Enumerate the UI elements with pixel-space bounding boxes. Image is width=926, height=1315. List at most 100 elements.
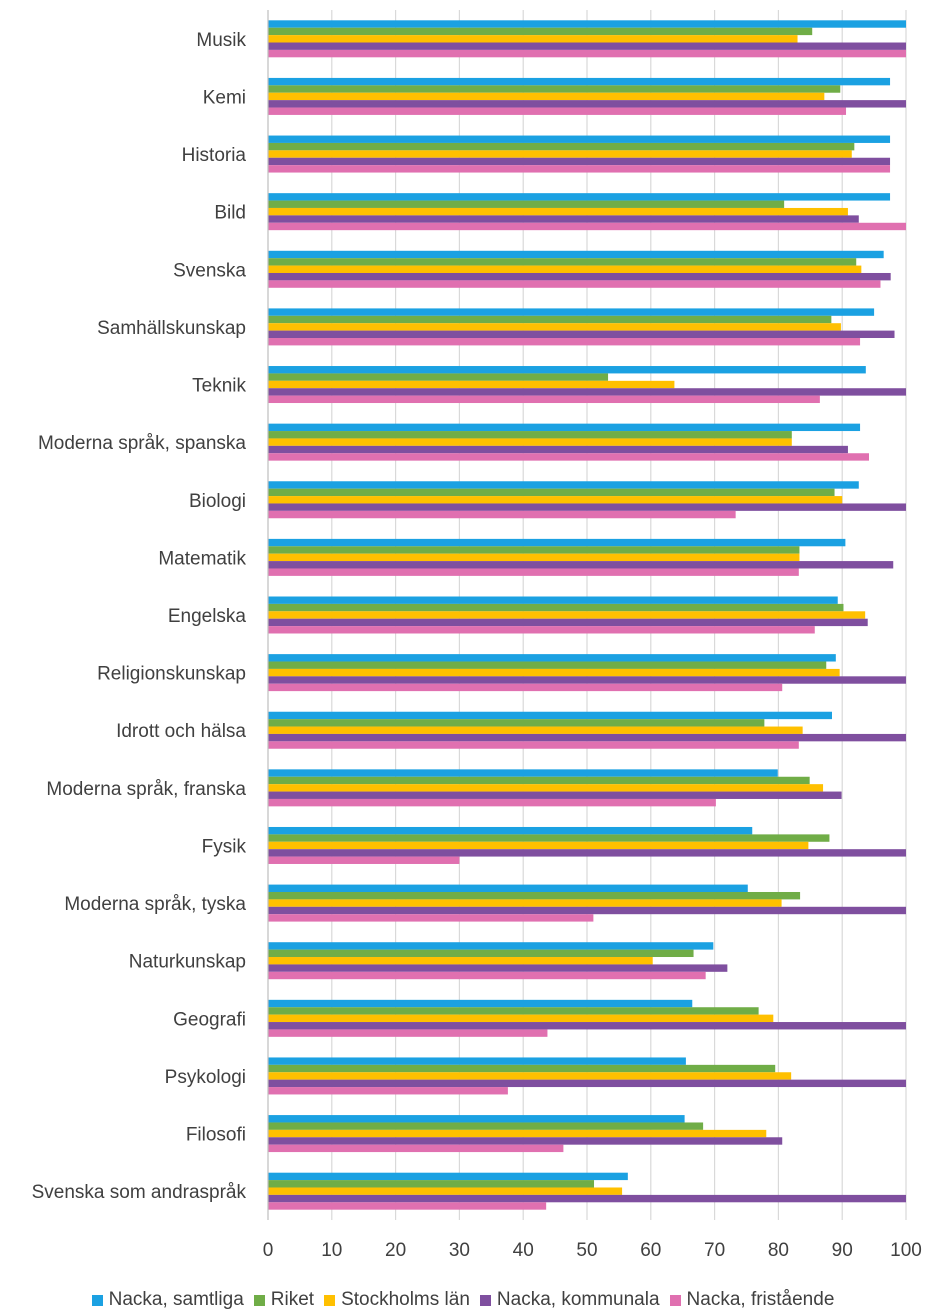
category-label: Historia [182,145,247,166]
bar [268,1029,548,1037]
x-tick-label: 50 [576,1240,597,1261]
legend-label: Riket [270,1289,315,1310]
bar [268,769,778,777]
category-label: Fysik [202,836,247,857]
category-label: Matematik [158,548,246,569]
bar [268,1115,685,1123]
x-tick-label: 100 [890,1240,922,1261]
bar [268,315,832,324]
category-label: Religionskunskap [97,664,246,685]
legend-swatch [479,1294,491,1306]
bar [268,1180,595,1188]
legend-swatch [253,1294,265,1306]
legend-label: Nacka, kommunala [496,1289,660,1310]
legend-swatch [669,1294,681,1306]
bar [268,618,868,627]
category-label: Samhällskunskap [97,318,246,339]
bar [268,914,594,922]
bar [268,135,891,143]
bar [268,834,830,842]
bar [268,654,836,662]
bar [268,323,841,331]
x-tick-label: 30 [449,1240,470,1261]
category-label: Psykologi [165,1067,246,1088]
bar [268,942,714,950]
bar [268,891,801,900]
bar [268,395,820,404]
x-tick-label: 0 [263,1240,274,1261]
bar [268,272,891,281]
category-label: Musik [196,30,246,51]
bar [268,603,844,612]
category-label: Svenska som andraspråk [32,1182,247,1203]
legend-swatch [324,1294,336,1306]
bar [268,791,842,799]
bar [268,611,866,619]
bar [268,1079,906,1088]
bar [268,776,810,785]
bar [268,423,861,432]
x-tick-label: 10 [321,1240,342,1261]
bar [268,1007,759,1015]
category-label: Geografi [173,1009,246,1030]
x-tick-label: 90 [832,1240,853,1261]
bar [268,784,824,792]
bar [268,258,857,266]
category-label: Moderna språk, spanska [38,433,246,454]
bar [268,661,827,669]
bar [268,719,765,727]
bar [268,1087,508,1095]
category-label: Svenska [173,260,246,281]
category-label: Filosofi [186,1125,246,1146]
bar [268,27,813,36]
bar [268,741,799,749]
bar [268,964,728,972]
bar [268,726,803,734]
bar [268,20,906,28]
bar [268,553,800,562]
legend-label: Nacka, fristående [686,1289,835,1310]
legend-item: Nacka, samtliga [91,1289,244,1311]
bars [268,20,906,1210]
category-label: Kemi [203,87,246,108]
bar [268,1064,776,1073]
bar [268,711,832,720]
bar [268,193,891,201]
bar [268,1137,783,1145]
bar [268,380,675,389]
category-label: Bild [214,203,246,224]
legend-swatch [91,1294,103,1306]
bar [268,42,906,50]
bar [268,330,895,339]
bar [268,971,706,980]
bar [268,856,460,864]
bar [268,999,693,1008]
bar [268,1194,906,1203]
bar [268,1172,628,1181]
category-label: Moderna språk, franska [46,779,246,800]
x-tick-label: 20 [385,1240,406,1261]
bar [268,280,881,288]
bar [268,157,891,166]
bar [268,338,861,346]
legend-item: Nacka, fristående [669,1289,835,1311]
bar [268,798,716,807]
bar [268,488,835,497]
bar [268,849,906,857]
category-label: Biologi [189,491,246,512]
bar [268,222,906,231]
bar [268,546,800,554]
bar [268,453,869,461]
bar [268,510,736,519]
bar [268,77,891,86]
bar [268,200,785,208]
bar [268,906,906,915]
bar [268,373,609,381]
bar [268,1014,774,1023]
bar [268,683,783,692]
bar [268,215,859,223]
bar [268,957,653,965]
bar [268,107,847,115]
category-label: Naturkunskap [129,952,246,973]
